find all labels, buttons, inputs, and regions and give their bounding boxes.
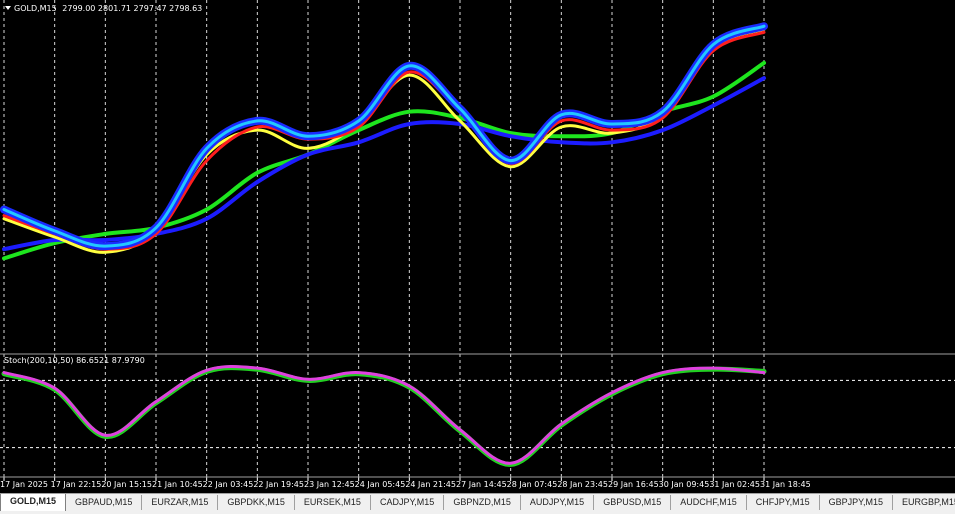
- time-label: 22 Jan 03:45: [202, 480, 254, 489]
- time-label: 31 Jan 18:45: [760, 480, 811, 489]
- time-label: 27 Jan 14:45: [456, 480, 507, 489]
- symbol-tab[interactable]: GBPUSD,M15: [594, 495, 672, 510]
- time-label: 29 Jan 16:45: [608, 480, 659, 489]
- symbol-tab[interactable]: GBPAUD,M15: [66, 495, 143, 510]
- symbol-tab[interactable]: GBPJPY,M15: [820, 495, 893, 510]
- time-label: 24 Jan 05:45: [354, 480, 406, 489]
- time-label: 20 Jan 15:15: [101, 480, 152, 489]
- time-label: 28 Jan 07:45: [506, 480, 558, 489]
- stoch-title: Stoch(200,10,50) 86.6521 87.9790: [4, 356, 145, 365]
- symbol-tab[interactable]: GBPDKK,M15: [218, 495, 295, 510]
- stoch-line-main: [2, 365, 766, 465]
- time-label: 17 Jan 2025: [0, 480, 48, 489]
- symbol-tab[interactable]: EURZAR,M15: [142, 495, 219, 510]
- symbol-tab[interactable]: GBPNZD,M15: [444, 495, 521, 510]
- ma-line-fast-core: [2, 24, 766, 248]
- symbol-tab[interactable]: CHFJPY,M15: [747, 495, 820, 510]
- time-label: 17 Jan 22:15: [50, 480, 102, 489]
- time-label: 21 Jan 10:45: [152, 480, 203, 489]
- time-label: 31 Jan 02:45: [709, 480, 760, 489]
- time-label: 30 Jan 09:45: [658, 480, 710, 489]
- time-label: 23 Jan 12:45: [304, 480, 355, 489]
- symbol-tab-bar: GOLD,M15 GBPAUD,M15 EURZAR,M15 GBPDKK,M15 EU…: [0, 493, 955, 514]
- time-label: 28 Jan 23:45: [557, 480, 608, 489]
- symbol-tab[interactable]: AUDCHF,M15: [671, 495, 747, 510]
- symbol-tab[interactable]: CADJPY,M15: [371, 495, 445, 510]
- symbol-tab[interactable]: EURGBP,M15: [893, 495, 955, 510]
- chart-area[interactable]: [0, 0, 955, 493]
- ohlc-readout: 2799.00 2801.71 2797.47 2798.63: [62, 4, 203, 13]
- symbol-tab[interactable]: GOLD,M15: [0, 494, 67, 511]
- symbol-label: GOLD,M15: [14, 4, 57, 13]
- time-label: 22 Jan 19:45: [253, 480, 304, 489]
- symbol-tab[interactable]: AUDJPY,M15: [521, 495, 595, 510]
- main-chart-title: GOLD,M15 2799.00 2801.71 2797.47 2798.63: [14, 4, 202, 13]
- dropdown-triangle-icon[interactable]: [5, 6, 11, 10]
- ma-line-blue: [2, 76, 766, 252]
- symbol-tab[interactable]: EURSEK,M15: [295, 495, 371, 510]
- time-label: 24 Jan 21:45: [405, 480, 456, 489]
